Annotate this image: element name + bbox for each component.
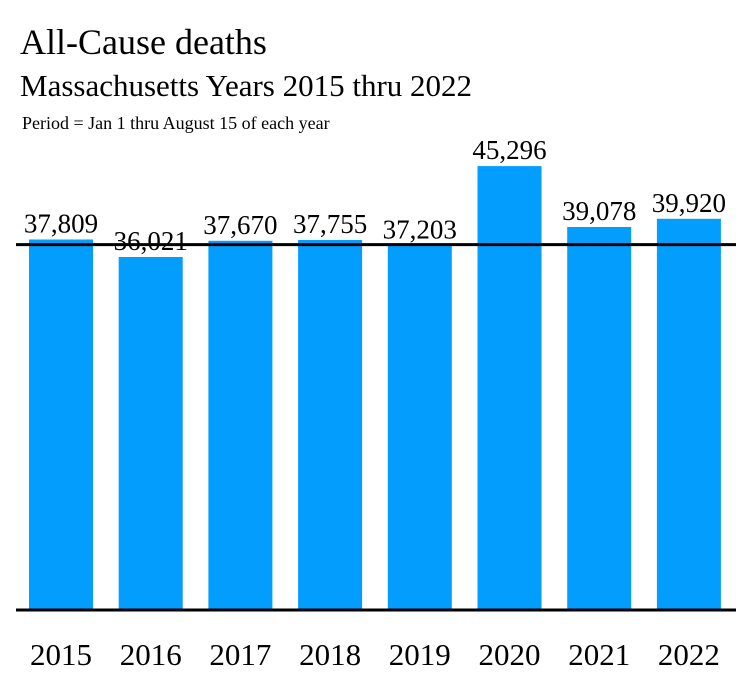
bar-2016 bbox=[118, 257, 183, 610]
value-label-2020: 45,296 bbox=[472, 135, 546, 165]
x-tick-label-2017: 2017 bbox=[209, 637, 271, 672]
x-tick-label-2019: 2019 bbox=[389, 637, 451, 672]
bar-2015 bbox=[29, 239, 93, 610]
chart-note: Period = Jan 1 thru August 15 of each ye… bbox=[22, 113, 330, 133]
x-tick-label-2016: 2016 bbox=[120, 637, 182, 672]
chart-subtitle: Massachusetts Years 2015 thru 2022 bbox=[20, 68, 473, 103]
bar-2018 bbox=[298, 240, 363, 610]
bar-2021 bbox=[567, 227, 632, 610]
x-tick-label-2022: 2022 bbox=[658, 637, 720, 672]
value-label-2019: 37,203 bbox=[383, 214, 457, 244]
value-label-2015: 37,809 bbox=[24, 209, 98, 239]
bar-2017 bbox=[208, 240, 273, 611]
value-label-2017: 37,670 bbox=[203, 210, 277, 240]
bar-2019 bbox=[387, 245, 452, 610]
chart-title: All-Cause deaths bbox=[20, 22, 267, 62]
bar-2022 bbox=[656, 218, 721, 611]
x-tick-label-2018: 2018 bbox=[299, 637, 361, 672]
value-label-2022: 39,920 bbox=[652, 188, 726, 218]
value-label-2018: 37,755 bbox=[293, 209, 367, 239]
x-tick-label-2020: 2020 bbox=[479, 637, 541, 672]
value-label-2021: 39,078 bbox=[562, 196, 636, 226]
x-tick-label-2021: 2021 bbox=[568, 637, 630, 672]
x-tick-label-2015: 2015 bbox=[30, 637, 92, 672]
bar-2020 bbox=[477, 166, 542, 610]
value-label-2016: 36,021 bbox=[114, 226, 188, 256]
